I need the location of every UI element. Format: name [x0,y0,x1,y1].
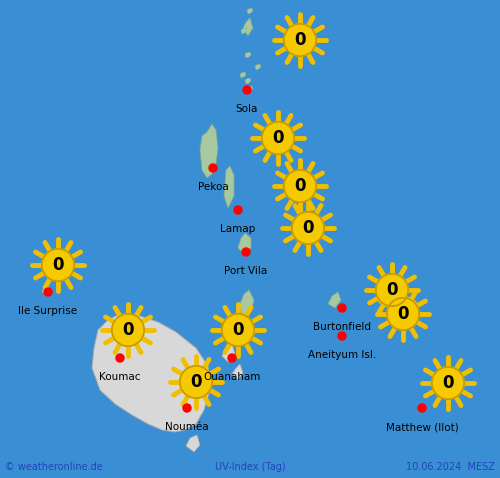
Polygon shape [247,86,253,92]
Text: Pekoa: Pekoa [198,182,228,192]
Text: © weatheronline.de: © weatheronline.de [5,462,103,472]
Text: Sola: Sola [236,104,258,114]
Text: Burtonfield: Burtonfield [313,322,371,332]
Circle shape [262,122,294,154]
Text: 0: 0 [294,31,306,49]
Polygon shape [241,28,247,34]
Circle shape [234,206,242,214]
Polygon shape [186,435,200,452]
Circle shape [222,314,254,346]
Text: 0: 0 [386,281,398,299]
Circle shape [180,366,212,398]
Polygon shape [42,285,50,296]
Text: Ile Surprise: Ile Surprise [18,306,78,316]
Text: Ouanaham: Ouanaham [204,372,260,382]
Text: 0: 0 [397,305,409,323]
Text: 0: 0 [52,256,64,274]
Circle shape [183,404,191,412]
Circle shape [243,86,251,94]
Text: 0: 0 [294,177,306,195]
Polygon shape [200,124,218,178]
Circle shape [432,367,464,399]
Polygon shape [247,8,253,14]
Circle shape [209,164,217,172]
Circle shape [242,248,250,256]
Polygon shape [245,52,251,58]
Polygon shape [238,233,251,254]
Text: Aneityum Isl.: Aneityum Isl. [308,350,376,360]
Polygon shape [222,344,235,362]
Polygon shape [328,292,341,308]
Polygon shape [239,290,254,316]
Text: Lamap: Lamap [220,224,256,234]
Text: 0: 0 [232,321,244,339]
Text: Nouméa: Nouméa [165,422,209,432]
Polygon shape [243,18,253,36]
Polygon shape [92,314,210,432]
Circle shape [42,249,74,281]
Text: 10.06.2024  MESZ: 10.06.2024 MESZ [406,462,495,472]
Polygon shape [232,364,243,380]
Text: Port Vila: Port Vila [224,266,268,276]
Polygon shape [242,322,255,342]
Text: Koumac: Koumac [99,372,141,382]
Polygon shape [240,72,246,78]
Polygon shape [224,166,234,208]
Text: UV-Index (Tag): UV-Index (Tag) [214,462,286,472]
Circle shape [376,274,408,306]
Text: 0: 0 [272,129,284,147]
Polygon shape [245,78,251,84]
Text: 0: 0 [122,321,134,339]
Circle shape [292,212,324,244]
Circle shape [116,354,124,362]
Text: 0: 0 [302,219,314,237]
Circle shape [284,170,316,202]
Polygon shape [255,64,261,70]
Circle shape [112,314,144,346]
Circle shape [44,288,52,296]
Text: 0: 0 [442,374,454,392]
Circle shape [228,354,236,362]
Circle shape [338,332,346,340]
Circle shape [284,24,316,56]
Circle shape [418,404,426,412]
Circle shape [387,298,419,330]
Circle shape [338,304,346,312]
Text: Matthew (Ilot): Matthew (Ilot) [386,422,458,432]
Text: 0: 0 [190,373,202,391]
